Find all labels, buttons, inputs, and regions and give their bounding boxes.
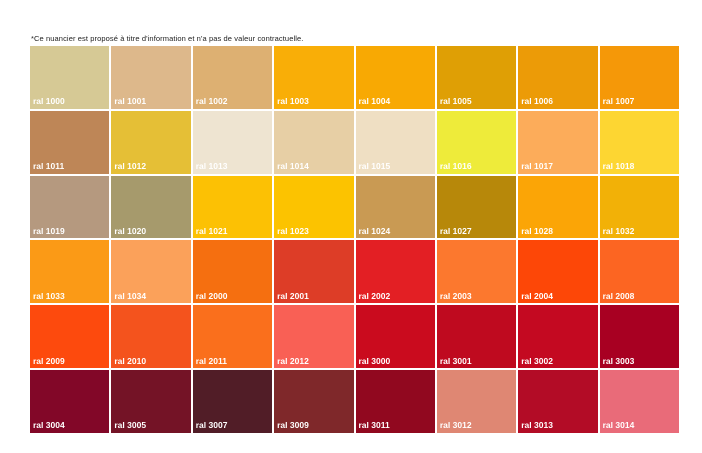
color-swatch-ral-1024: ral 1024 <box>355 175 435 239</box>
swatch-label: ral 1012 <box>114 161 147 172</box>
color-swatch-ral-3004: ral 3004 <box>30 370 110 433</box>
color-swatch-ral-3007: ral 3007 <box>192 370 273 433</box>
color-swatch-ral-2001: ral 2001 <box>274 240 354 304</box>
color-swatch-ral-2011: ral 2011 <box>192 305 273 369</box>
swatch-label: ral 2004 <box>521 290 553 301</box>
color-swatch-ral-1027: ral 1027 <box>436 175 517 239</box>
swatch-label: ral 1032 <box>602 225 635 236</box>
color-swatch-ral-1005: ral 1005 <box>436 46 517 109</box>
color-swatch-ral-3002: ral 3002 <box>518 305 598 369</box>
swatch-label: ral 3002 <box>521 355 553 366</box>
swatch-label: ral 1015 <box>358 161 391 172</box>
swatch-label: ral 3013 <box>521 420 553 431</box>
color-swatch-ral-3011: ral 3011 <box>355 370 435 433</box>
color-swatch-ral-1013: ral 1013 <box>192 110 273 174</box>
color-swatch-ral-3000: ral 3000 <box>355 305 435 369</box>
swatch-label: ral 1011 <box>33 161 65 172</box>
swatch-label: ral 2000 <box>195 290 228 301</box>
color-swatch-ral-3014: ral 3014 <box>599 370 679 433</box>
swatch-label: ral 3009 <box>277 420 309 431</box>
color-swatch-ral-1014: ral 1014 <box>274 110 354 174</box>
swatch-label: ral 1034 <box>114 290 147 301</box>
color-swatch-ral-1018: ral 1018 <box>599 110 679 174</box>
swatch-label: ral 1004 <box>358 96 391 107</box>
swatch-label: ral 1033 <box>33 290 65 301</box>
swatch-label: ral 2001 <box>277 290 309 301</box>
swatch-label: ral 2010 <box>114 355 147 366</box>
swatch-label: ral 2012 <box>277 355 309 366</box>
swatch-label: ral 3005 <box>114 420 147 431</box>
swatch-label: ral 2002 <box>358 290 391 301</box>
color-swatch-ral-1028: ral 1028 <box>518 175 598 239</box>
swatch-label: ral 1016 <box>439 161 472 172</box>
swatch-label: ral 1027 <box>439 225 472 236</box>
color-swatch-ral-1004: ral 1004 <box>355 46 435 109</box>
color-swatch-ral-2009: ral 2009 <box>30 305 110 369</box>
color-swatch-ral-2008: ral 2008 <box>599 240 679 304</box>
swatch-label: ral 1005 <box>439 96 472 107</box>
color-swatch-ral-1000: ral 1000 <box>30 46 110 109</box>
swatch-label: ral 3014 <box>602 420 635 431</box>
swatch-label: ral 3007 <box>195 420 228 431</box>
swatch-label: ral 3001 <box>439 355 472 366</box>
color-swatch-ral-2010: ral 2010 <box>111 305 191 369</box>
swatch-label: ral 3004 <box>33 420 65 431</box>
swatch-label: ral 1001 <box>114 96 147 107</box>
swatch-label: ral 1021 <box>195 225 228 236</box>
color-swatch-ral-1007: ral 1007 <box>599 46 679 109</box>
swatch-label: ral 1020 <box>114 225 147 236</box>
color-swatch-ral-2000: ral 2000 <box>192 240 273 304</box>
color-swatch-ral-1015: ral 1015 <box>355 110 435 174</box>
color-swatch-ral-1001: ral 1001 <box>111 46 191 109</box>
color-swatch-ral-1032: ral 1032 <box>599 175 679 239</box>
swatch-label: ral 1024 <box>358 225 391 236</box>
swatch-label: ral 1018 <box>602 161 635 172</box>
color-swatch-ral-1020: ral 1020 <box>111 175 191 239</box>
swatch-label: ral 3003 <box>602 355 635 366</box>
color-swatch-ral-1016: ral 1016 <box>436 110 517 174</box>
color-swatch-ral-1023: ral 1023 <box>274 175 354 239</box>
color-swatch-ral-1017: ral 1017 <box>518 110 598 174</box>
color-swatch-ral-1012: ral 1012 <box>111 110 191 174</box>
ral-color-chart: ral 1000 ral 1001 ral 1002 ral 1003 ral 1004… <box>30 46 679 433</box>
color-swatch-ral-3012: ral 3012 <box>436 370 517 433</box>
swatch-label: ral 1002 <box>195 96 228 107</box>
color-swatch-ral-2012: ral 2012 <box>274 305 354 369</box>
swatch-label: ral 1006 <box>521 96 553 107</box>
color-swatch-ral-2003: ral 2003 <box>436 240 517 304</box>
swatch-label: ral 1013 <box>195 161 228 172</box>
color-swatch-ral-1034: ral 1034 <box>111 240 191 304</box>
swatch-label: ral 1000 <box>33 96 65 107</box>
color-swatch-ral-3013: ral 3013 <box>518 370 598 433</box>
color-swatch-ral-2004: ral 2004 <box>518 240 598 304</box>
swatch-label: ral 2003 <box>439 290 472 301</box>
swatch-label: ral 2009 <box>33 355 65 366</box>
swatch-label: ral 3011 <box>358 420 390 431</box>
swatch-label: ral 3000 <box>358 355 391 366</box>
color-swatch-ral-1002: ral 1002 <box>192 46 273 109</box>
swatch-label: ral 1019 <box>33 225 65 236</box>
color-swatch-ral-1019: ral 1019 <box>30 175 110 239</box>
swatch-label: ral 1003 <box>277 96 309 107</box>
swatch-label: ral 1028 <box>521 225 553 236</box>
color-swatch-ral-3009: ral 3009 <box>274 370 354 433</box>
color-swatch-ral-3003: ral 3003 <box>599 305 679 369</box>
swatch-label: ral 1017 <box>521 161 553 172</box>
color-swatch-ral-1021: ral 1021 <box>192 175 273 239</box>
color-swatch-ral-3005: ral 3005 <box>111 370 191 433</box>
swatch-label: ral 2008 <box>602 290 635 301</box>
swatch-label: ral 2011 <box>195 355 227 366</box>
swatch-label: ral 1014 <box>277 161 309 172</box>
disclaimer-note: *Ce nuancier est proposé à titre d'infor… <box>31 34 304 43</box>
swatch-label: ral 1023 <box>277 225 309 236</box>
color-swatch-ral-3001: ral 3001 <box>436 305 517 369</box>
color-swatch-ral-1011: ral 1011 <box>30 110 110 174</box>
swatch-label: ral 1007 <box>602 96 635 107</box>
color-swatch-ral-1033: ral 1033 <box>30 240 110 304</box>
color-swatch-ral-1006: ral 1006 <box>518 46 598 109</box>
color-swatch-ral-1003: ral 1003 <box>274 46 354 109</box>
swatch-label: ral 3012 <box>439 420 472 431</box>
color-swatch-ral-2002: ral 2002 <box>355 240 435 304</box>
